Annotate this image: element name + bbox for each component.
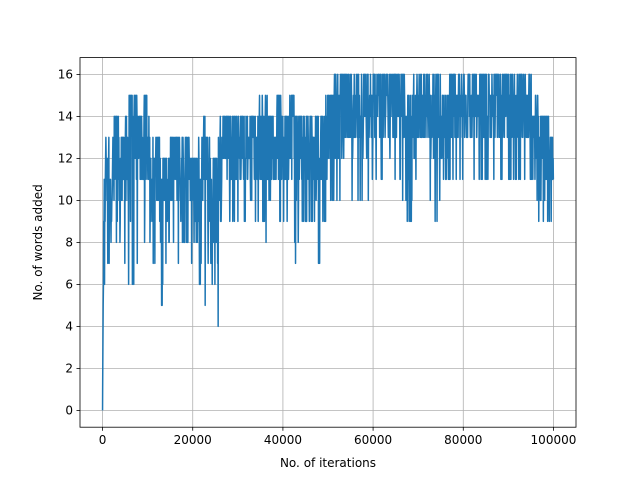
y-tick-label: 2: [65, 362, 73, 376]
x-axis-label: No. of iterations: [280, 456, 376, 470]
y-tick-label: 10: [58, 194, 73, 208]
y-tick-label: 12: [58, 152, 73, 166]
x-tick-label: 20000: [174, 433, 212, 447]
series-layer: [101, 73, 555, 411]
y-axis-label: No. of words added: [31, 184, 45, 300]
series-line: [101, 73, 555, 411]
y-tick-label: 8: [65, 236, 73, 250]
y-tick-label: 4: [65, 320, 73, 334]
y-tick-label: 14: [58, 110, 73, 124]
x-tick-label: 60000: [354, 433, 392, 447]
ticks: 0 20000 40000 60000 80000 100000 0 2 4 6 8 10 12 14 16: [58, 68, 577, 448]
x-tick-label: 40000: [264, 433, 302, 447]
x-tick-label: 100000: [531, 433, 577, 447]
y-tick-label: 0: [65, 404, 73, 418]
x-tick-label: 80000: [444, 433, 482, 447]
x-tick-label: 0: [99, 433, 107, 447]
y-tick-label: 6: [65, 278, 73, 292]
y-tick-label: 16: [58, 68, 73, 82]
